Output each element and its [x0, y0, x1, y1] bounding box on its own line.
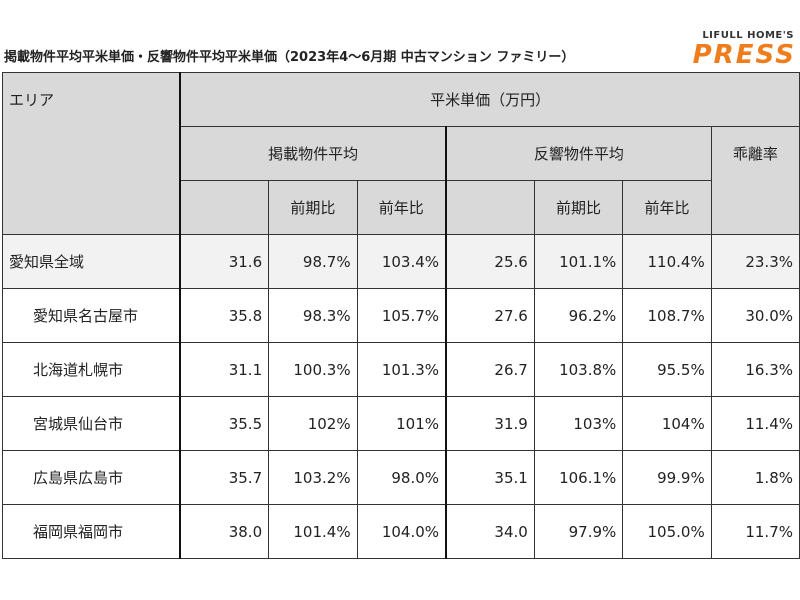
sub-header: 前期比 — [533, 180, 624, 235]
table: エリア 平米単価（万円） 掲載物件平均 反響物件平均 乖離率 前期比 前年比 前… — [2, 72, 800, 559]
value-cell: 103% — [533, 396, 624, 451]
value-cell: 35.7 — [179, 450, 270, 505]
table-row: 宮城県仙台市 35.5 102% 101% 31.9 103% 104% 11.4% — [2, 396, 800, 451]
value-cell: 99.9% — [622, 450, 712, 505]
price-header: 平米単価（万円） — [179, 72, 800, 127]
value-cell: 103.8% — [533, 342, 624, 397]
value-cell: 98.7% — [268, 234, 358, 289]
value-cell: 102% — [268, 396, 358, 451]
area-cell: 広島県広島市 — [2, 450, 181, 505]
logo-main: PRESS — [692, 40, 796, 70]
value-cell: 110.4% — [622, 234, 712, 289]
gap-header: 乖離率 — [710, 126, 800, 235]
value-cell: 25.6 — [445, 234, 535, 289]
sub-header: 前期比 — [268, 180, 358, 235]
value-cell: 11.4% — [710, 396, 800, 451]
blank-cell — [445, 180, 535, 235]
value-cell: 95.5% — [622, 342, 712, 397]
value-cell: 35.8 — [179, 288, 270, 343]
value-cell: 106.1% — [533, 450, 624, 505]
area-header: エリア — [2, 72, 181, 235]
area-cell: 宮城県仙台市 — [2, 396, 181, 451]
table-row: 北海道札幌市 31.1 100.3% 101.3% 26.7 103.8% 95.5% 16.… — [2, 342, 800, 397]
title: 掲載物件平均平米単価・反響物件平均平米単価（2023年4～6月期 中古マンション… — [4, 50, 575, 65]
value-cell: 97.9% — [533, 504, 624, 559]
table-row: 愛知県全域 31.6 98.7% 103.4% 25.6 101.1% 110.4% 23.3… — [2, 234, 800, 289]
sub-header: 前年比 — [356, 180, 447, 235]
value-cell: 23.3% — [710, 234, 800, 289]
value-cell: 16.3% — [710, 342, 800, 397]
value-cell: 30.0% — [710, 288, 800, 343]
value-cell: 103.2% — [268, 450, 358, 505]
value-cell: 105.7% — [356, 288, 447, 343]
response-header: 反響物件平均 — [445, 126, 712, 181]
value-cell: 31.1 — [179, 342, 270, 397]
sub-header: 前年比 — [622, 180, 712, 235]
table-row: 広島県広島市 35.7 103.2% 98.0% 35.1 106.1% 99.9% 1.8% — [2, 450, 800, 505]
value-cell: 104.0% — [356, 504, 447, 559]
value-cell: 104% — [622, 396, 712, 451]
value-cell: 31.6 — [179, 234, 270, 289]
value-cell: 11.7% — [710, 504, 800, 559]
value-cell: 108.7% — [622, 288, 712, 343]
value-cell: 103.4% — [356, 234, 447, 289]
value-cell: 38.0 — [179, 504, 270, 559]
value-cell: 26.7 — [445, 342, 535, 397]
value-cell: 35.1 — [445, 450, 535, 505]
value-cell: 96.2% — [533, 288, 624, 343]
blank-cell — [179, 180, 270, 235]
value-cell: 27.6 — [445, 288, 535, 343]
value-cell: 101.1% — [533, 234, 624, 289]
value-cell: 34.0 — [445, 504, 535, 559]
value-cell: 35.5 — [179, 396, 270, 451]
table-row: 愛知県名古屋市 35.8 98.3% 105.7% 27.6 96.2% 108.7% 30.… — [2, 288, 800, 343]
table-body: 愛知県全域 31.6 98.7% 103.4% 25.6 101.1% 110.4% 23.3… — [2, 234, 800, 559]
value-cell: 101.4% — [268, 504, 358, 559]
value-cell: 31.9 — [445, 396, 535, 451]
value-cell: 101.3% — [356, 342, 447, 397]
value-cell: 98.3% — [268, 288, 358, 343]
area-cell: 愛知県全域 — [2, 234, 181, 289]
value-cell: 105.0% — [622, 504, 712, 559]
area-cell: 愛知県名古屋市 — [2, 288, 181, 343]
value-cell: 101% — [356, 396, 447, 451]
table-row: 福岡県福岡市 38.0 101.4% 104.0% 34.0 97.9% 105.0% 11.… — [2, 504, 800, 559]
listing-header: 掲載物件平均 — [179, 126, 447, 181]
area-cell: 北海道札幌市 — [2, 342, 181, 397]
logo-top: LIFULL HOME'S — [702, 30, 794, 41]
value-cell: 100.3% — [268, 342, 358, 397]
area-cell: 福岡県福岡市 — [2, 504, 181, 559]
value-cell: 98.0% — [356, 450, 447, 505]
value-cell: 1.8% — [710, 450, 800, 505]
